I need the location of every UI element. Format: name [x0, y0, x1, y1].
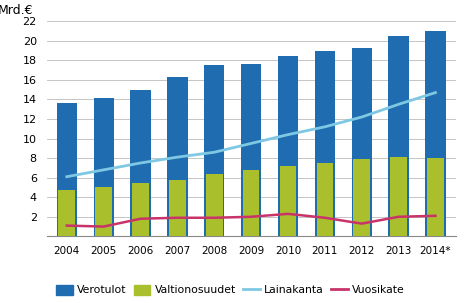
Bar: [204, 65, 225, 236]
Lainakanta: [359, 115, 365, 119]
Line: Vuosikate: Vuosikate: [67, 214, 435, 227]
Bar: [243, 170, 259, 236]
Lainakanta: [285, 133, 291, 136]
Lainakanta: [248, 142, 254, 145]
Legend: Verotulot, Valtionosuudet, Lainakanta, Vuosikate: Verotulot, Valtionosuudet, Lainakanta, V…: [52, 281, 409, 300]
Bar: [353, 159, 370, 236]
Vuosikate: [138, 217, 143, 221]
Bar: [388, 36, 409, 236]
Bar: [425, 31, 445, 236]
Vuosikate: [432, 214, 438, 218]
Bar: [278, 56, 298, 236]
Bar: [130, 90, 151, 236]
Lainakanta: [101, 168, 106, 172]
Bar: [57, 103, 77, 236]
Vuosikate: [64, 224, 70, 227]
Bar: [59, 190, 75, 236]
Vuosikate: [174, 216, 180, 220]
Lainakanta: [212, 150, 217, 154]
Text: Mrd.€: Mrd.€: [0, 4, 33, 17]
Lainakanta: [174, 155, 180, 159]
Bar: [206, 174, 223, 236]
Bar: [241, 64, 261, 236]
Lainakanta: [396, 102, 401, 106]
Bar: [132, 182, 149, 236]
Bar: [93, 98, 114, 236]
Lainakanta: [432, 91, 438, 95]
Vuosikate: [101, 225, 106, 228]
Bar: [169, 180, 186, 236]
Lainakanta: [138, 161, 143, 165]
Vuosikate: [248, 215, 254, 218]
Bar: [390, 157, 407, 236]
Bar: [427, 158, 444, 236]
Bar: [95, 188, 112, 236]
Bar: [315, 51, 335, 236]
Vuosikate: [212, 216, 217, 220]
Vuosikate: [322, 216, 328, 220]
Lainakanta: [64, 175, 70, 178]
Bar: [279, 166, 296, 236]
Vuosikate: [396, 215, 401, 218]
Line: Lainakanta: Lainakanta: [67, 93, 435, 177]
Lainakanta: [322, 125, 328, 129]
Bar: [167, 77, 187, 236]
Vuosikate: [359, 222, 365, 225]
Vuosikate: [285, 212, 291, 216]
Bar: [317, 163, 333, 236]
Bar: [352, 48, 372, 236]
